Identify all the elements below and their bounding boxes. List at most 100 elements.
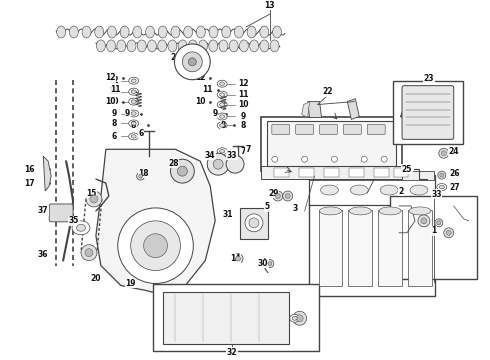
Ellipse shape	[247, 26, 256, 38]
Ellipse shape	[131, 122, 136, 125]
Circle shape	[90, 195, 98, 203]
Text: 5: 5	[264, 202, 270, 211]
Ellipse shape	[133, 26, 142, 38]
FancyBboxPatch shape	[261, 117, 402, 171]
Circle shape	[421, 218, 427, 224]
Text: 7: 7	[245, 145, 251, 154]
Text: 22: 22	[322, 87, 333, 96]
Text: 34: 34	[205, 151, 216, 160]
Ellipse shape	[97, 40, 105, 52]
Ellipse shape	[380, 185, 398, 195]
Text: 8: 8	[240, 121, 245, 130]
Circle shape	[86, 191, 102, 207]
Text: 33: 33	[227, 151, 237, 160]
Text: 10: 10	[105, 97, 116, 106]
FancyBboxPatch shape	[163, 292, 289, 344]
Circle shape	[245, 214, 263, 232]
Ellipse shape	[220, 103, 224, 106]
Text: 8: 8	[131, 121, 136, 130]
Ellipse shape	[217, 80, 227, 87]
Text: 12: 12	[238, 79, 248, 88]
Ellipse shape	[209, 26, 218, 38]
Circle shape	[361, 156, 367, 162]
Text: 21: 21	[173, 54, 184, 63]
Ellipse shape	[131, 112, 136, 115]
FancyBboxPatch shape	[319, 125, 338, 134]
Circle shape	[236, 256, 241, 261]
Text: 31: 31	[223, 210, 233, 219]
Ellipse shape	[131, 90, 136, 93]
Ellipse shape	[217, 148, 227, 155]
Text: 26: 26	[449, 168, 460, 177]
Ellipse shape	[184, 26, 193, 38]
Circle shape	[213, 159, 223, 169]
Ellipse shape	[129, 88, 139, 95]
Text: 6: 6	[138, 129, 143, 138]
Circle shape	[131, 221, 180, 271]
FancyBboxPatch shape	[299, 168, 314, 177]
Circle shape	[139, 174, 143, 178]
Circle shape	[249, 218, 259, 228]
Text: 1: 1	[431, 226, 437, 235]
Ellipse shape	[319, 207, 342, 215]
Ellipse shape	[220, 124, 224, 127]
Ellipse shape	[234, 26, 244, 38]
Circle shape	[446, 230, 451, 235]
FancyBboxPatch shape	[318, 210, 343, 287]
Text: 11: 11	[202, 85, 213, 94]
Ellipse shape	[220, 82, 224, 85]
Ellipse shape	[171, 26, 180, 38]
Ellipse shape	[129, 77, 139, 84]
Circle shape	[272, 156, 278, 162]
Text: 8: 8	[111, 119, 117, 128]
Circle shape	[268, 262, 272, 266]
Ellipse shape	[129, 110, 139, 117]
Ellipse shape	[217, 101, 227, 108]
Ellipse shape	[117, 40, 126, 52]
FancyBboxPatch shape	[274, 168, 289, 177]
Ellipse shape	[158, 40, 167, 52]
Ellipse shape	[349, 207, 371, 215]
FancyBboxPatch shape	[349, 168, 364, 177]
Ellipse shape	[260, 26, 269, 38]
Ellipse shape	[72, 221, 90, 235]
Text: 12: 12	[195, 73, 205, 82]
Ellipse shape	[129, 133, 139, 140]
Ellipse shape	[137, 40, 146, 52]
Circle shape	[331, 156, 338, 162]
Ellipse shape	[217, 91, 227, 98]
Ellipse shape	[107, 40, 116, 52]
Ellipse shape	[158, 26, 167, 38]
Ellipse shape	[219, 40, 228, 52]
FancyBboxPatch shape	[295, 125, 314, 134]
Text: 30: 30	[258, 259, 268, 268]
Text: 29: 29	[269, 189, 279, 198]
Circle shape	[207, 153, 229, 175]
Ellipse shape	[127, 40, 136, 52]
Circle shape	[440, 173, 444, 177]
Circle shape	[418, 215, 430, 227]
Text: 6: 6	[111, 132, 117, 141]
Ellipse shape	[270, 40, 279, 52]
FancyBboxPatch shape	[408, 210, 432, 287]
Ellipse shape	[129, 98, 139, 105]
Ellipse shape	[168, 40, 177, 52]
Text: 12: 12	[109, 76, 119, 85]
Text: 19: 19	[125, 279, 136, 288]
Text: 11: 11	[238, 90, 248, 99]
Circle shape	[266, 260, 274, 267]
Ellipse shape	[129, 120, 139, 127]
Ellipse shape	[249, 40, 259, 52]
Text: 21: 21	[170, 53, 181, 62]
Text: 10: 10	[238, 100, 248, 109]
Circle shape	[438, 171, 446, 179]
FancyBboxPatch shape	[152, 284, 318, 351]
Text: 37: 37	[38, 206, 49, 215]
Circle shape	[441, 151, 446, 156]
Polygon shape	[240, 208, 268, 239]
Circle shape	[437, 221, 441, 225]
Ellipse shape	[198, 40, 207, 52]
Circle shape	[444, 228, 454, 238]
FancyBboxPatch shape	[393, 81, 463, 144]
Ellipse shape	[260, 40, 269, 52]
